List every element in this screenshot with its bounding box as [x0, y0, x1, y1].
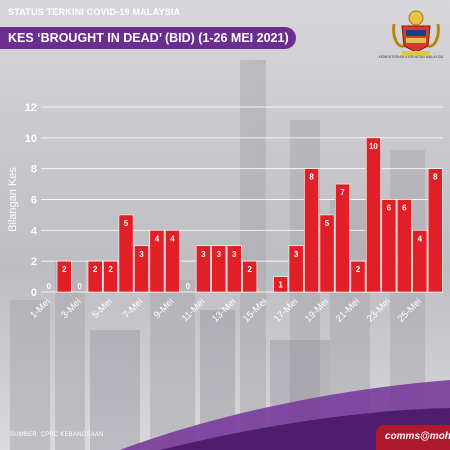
y-tick-label: 6 [31, 195, 37, 207]
x-tick-label: 9-Mei [152, 296, 177, 321]
data-label: 2 [62, 265, 67, 274]
data-label: 2 [108, 265, 113, 274]
data-label: 2 [248, 265, 253, 274]
bar [396, 199, 412, 293]
coat-of-arms-icon [392, 10, 440, 55]
bar [226, 245, 242, 293]
data-label: 5 [325, 219, 330, 228]
bar [211, 245, 227, 293]
ministry-name: KEMENTERIAN KESIHATAN MALAYSIA [378, 55, 444, 59]
y-tick-label: 12 [25, 102, 37, 114]
data-label: 5 [124, 219, 129, 228]
data-label: 8 [433, 173, 438, 182]
data-label: 6 [402, 204, 407, 213]
header-subtitle-banner: KES ‘BROUGHT IN DEAD’ (BID) (1-26 MEI 20… [0, 27, 296, 49]
data-label: 4 [155, 234, 160, 243]
x-tick-label: 21-Mei [334, 296, 362, 324]
y-tick-label: 8 [31, 164, 37, 176]
bar [427, 168, 443, 293]
bar [134, 245, 149, 293]
bar [350, 260, 366, 293]
brand-badge: comms@moh [376, 425, 450, 450]
data-label: 6 [387, 204, 392, 213]
bar [365, 137, 381, 293]
y-tick-label: 10 [25, 133, 37, 145]
header-title: STATUS TERKINI COVID-19 MALAYSIA [8, 7, 181, 17]
y-tick-label: 2 [31, 256, 37, 268]
data-label: 0 [77, 282, 82, 291]
x-tick-label: 23-Mei [365, 296, 393, 324]
header-subtitle: KES ‘BROUGHT IN DEAD’ (BID) (1-26 MEI 20… [8, 31, 289, 45]
x-tick-label: 17-Mei [272, 296, 300, 324]
data-label: 10 [369, 142, 378, 151]
x-tick-label: 13-Mei [210, 296, 238, 324]
x-tick-label: 5-Mei [90, 296, 115, 321]
brand-handle: comms@moh [385, 431, 450, 442]
x-tick-label: 1-Mei [28, 296, 53, 321]
data-label: 8 [309, 173, 314, 182]
x-tick-label: 25-Mei [396, 296, 424, 324]
data-label: 3 [201, 250, 206, 259]
bar [412, 230, 428, 293]
data-label: 1 [278, 281, 283, 290]
x-tick-label: 3-Mei [59, 296, 84, 321]
bar [304, 168, 320, 293]
x-tick-label: 7-Mei [121, 296, 146, 321]
bar [87, 260, 103, 293]
y-axis-label: Bilangan Kes [7, 167, 19, 232]
data-label: 0 [186, 282, 191, 291]
data-label: 3 [232, 250, 237, 259]
data-label: 2 [356, 265, 361, 274]
x-tick-label: 11-Mei [180, 296, 208, 324]
bar [381, 199, 397, 293]
data-label: 0 [47, 282, 52, 291]
bar [118, 214, 134, 293]
bar [288, 245, 304, 293]
bar [103, 260, 119, 293]
y-tick-label: 0 [31, 287, 37, 299]
bar [319, 214, 335, 293]
bar [273, 276, 289, 293]
data-label: 3 [139, 250, 144, 259]
x-tick-label: 15-Mei [241, 296, 269, 324]
y-tick-label: 4 [31, 225, 38, 237]
data-label: 4 [418, 234, 423, 243]
data-label: 3 [217, 250, 222, 259]
bar [195, 245, 211, 293]
bar [164, 230, 180, 293]
source-note: SUMBER: CPRC KEBANGSAAN [10, 432, 104, 438]
data-label: 4 [170, 234, 175, 243]
bar [149, 230, 165, 293]
bar [242, 260, 258, 293]
bar [56, 260, 72, 293]
bar [335, 183, 350, 293]
data-label: 7 [340, 188, 345, 197]
data-label: 3 [294, 250, 299, 259]
data-label: 2 [93, 265, 98, 274]
x-tick-label: 19-Mei [303, 296, 331, 324]
